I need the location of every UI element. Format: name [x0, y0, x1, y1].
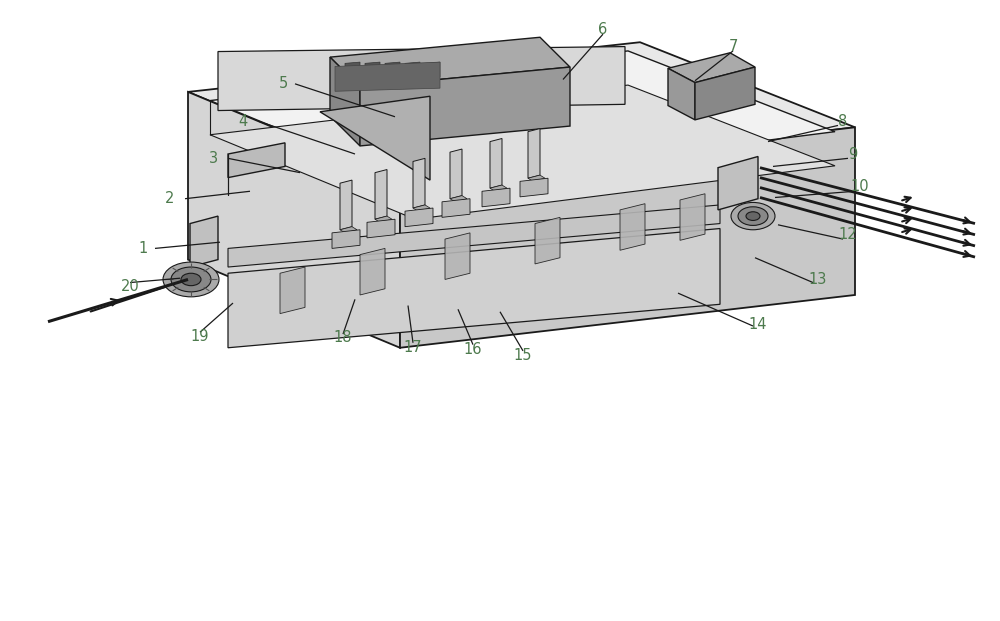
Polygon shape	[620, 204, 645, 250]
Polygon shape	[228, 229, 720, 348]
Polygon shape	[365, 62, 380, 78]
Text: 15: 15	[514, 348, 532, 363]
Text: 6: 6	[598, 22, 608, 37]
Polygon shape	[425, 62, 440, 78]
Polygon shape	[188, 92, 400, 348]
Text: 12: 12	[839, 227, 857, 242]
Circle shape	[738, 207, 768, 225]
Polygon shape	[695, 67, 755, 120]
Polygon shape	[360, 67, 570, 146]
Polygon shape	[210, 51, 835, 185]
Polygon shape	[528, 129, 540, 178]
Polygon shape	[367, 219, 395, 238]
Polygon shape	[450, 149, 462, 199]
Polygon shape	[345, 62, 360, 78]
Polygon shape	[400, 127, 855, 348]
Circle shape	[746, 212, 760, 220]
Polygon shape	[332, 230, 360, 248]
Circle shape	[163, 262, 219, 297]
Polygon shape	[210, 85, 835, 219]
Circle shape	[731, 202, 775, 230]
Text: 5: 5	[278, 76, 288, 91]
Polygon shape	[445, 233, 470, 279]
Text: 1: 1	[138, 241, 148, 256]
Polygon shape	[413, 158, 425, 208]
Text: 10: 10	[851, 179, 869, 194]
Polygon shape	[413, 205, 430, 211]
Polygon shape	[188, 42, 855, 180]
Text: 8: 8	[838, 114, 848, 129]
Text: 7: 7	[728, 39, 738, 54]
Polygon shape	[490, 138, 502, 188]
Polygon shape	[405, 62, 420, 78]
Text: 13: 13	[809, 272, 827, 287]
Polygon shape	[280, 267, 305, 314]
Polygon shape	[528, 175, 545, 181]
Polygon shape	[490, 185, 507, 191]
Polygon shape	[535, 217, 560, 264]
Polygon shape	[668, 68, 695, 120]
Polygon shape	[385, 62, 400, 78]
Polygon shape	[718, 156, 758, 210]
Polygon shape	[482, 188, 510, 207]
Polygon shape	[218, 47, 625, 111]
Text: 4: 4	[238, 114, 248, 129]
Text: 3: 3	[208, 151, 218, 166]
Polygon shape	[228, 205, 720, 267]
Text: 19: 19	[191, 329, 209, 344]
Polygon shape	[405, 208, 433, 227]
Text: 14: 14	[749, 317, 767, 332]
Text: 16: 16	[464, 342, 482, 356]
Text: 20: 20	[121, 279, 139, 294]
Polygon shape	[330, 37, 570, 87]
Polygon shape	[450, 196, 467, 202]
Polygon shape	[520, 178, 548, 197]
Circle shape	[171, 267, 211, 292]
Polygon shape	[442, 199, 470, 217]
Text: 2: 2	[165, 191, 175, 206]
Polygon shape	[340, 227, 357, 233]
Text: 9: 9	[848, 147, 858, 161]
Polygon shape	[330, 57, 360, 146]
Polygon shape	[190, 216, 218, 267]
Polygon shape	[360, 248, 385, 295]
Polygon shape	[335, 62, 440, 91]
Polygon shape	[228, 143, 285, 178]
Polygon shape	[680, 194, 705, 240]
Polygon shape	[375, 216, 392, 222]
Circle shape	[181, 273, 201, 286]
Text: 17: 17	[404, 340, 422, 355]
Text: 18: 18	[334, 330, 352, 345]
Polygon shape	[375, 170, 387, 219]
Polygon shape	[340, 180, 352, 230]
Polygon shape	[320, 96, 430, 180]
Polygon shape	[668, 53, 755, 83]
